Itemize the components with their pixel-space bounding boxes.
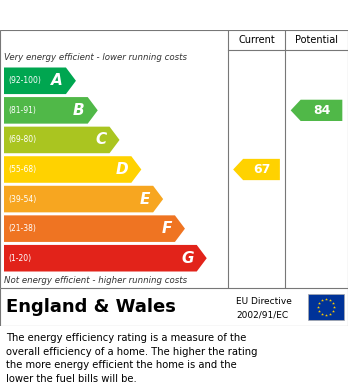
- Text: 2002/91/EC: 2002/91/EC: [236, 311, 288, 320]
- Text: G: G: [181, 251, 194, 266]
- Polygon shape: [4, 68, 76, 94]
- Polygon shape: [4, 186, 163, 212]
- Text: (92-100): (92-100): [8, 76, 41, 85]
- Text: F: F: [161, 221, 172, 236]
- Text: (81-91): (81-91): [8, 106, 36, 115]
- Polygon shape: [4, 156, 141, 183]
- Text: lower the fuel bills will be.: lower the fuel bills will be.: [6, 374, 137, 384]
- Text: Current: Current: [238, 35, 275, 45]
- Text: (55-68): (55-68): [8, 165, 36, 174]
- Text: The energy efficiency rating is a measure of the: The energy efficiency rating is a measur…: [6, 333, 246, 343]
- Text: EU Directive: EU Directive: [236, 297, 292, 306]
- Text: A: A: [51, 73, 63, 88]
- Text: 67: 67: [253, 163, 270, 176]
- Text: Potential: Potential: [295, 35, 338, 45]
- Polygon shape: [4, 97, 98, 124]
- Polygon shape: [4, 215, 185, 242]
- Text: Not energy efficient - higher running costs: Not energy efficient - higher running co…: [4, 276, 187, 285]
- Text: D: D: [116, 162, 128, 177]
- Text: C: C: [95, 133, 106, 147]
- Polygon shape: [4, 127, 120, 153]
- Text: Energy Efficiency Rating: Energy Efficiency Rating: [8, 7, 218, 23]
- Polygon shape: [233, 159, 280, 180]
- Bar: [308, 294, 344, 320]
- Polygon shape: [291, 100, 342, 121]
- Text: B: B: [73, 103, 85, 118]
- Text: (69-80): (69-80): [8, 135, 36, 144]
- Text: E: E: [140, 192, 150, 206]
- Text: the more energy efficient the home is and the: the more energy efficient the home is an…: [6, 360, 237, 370]
- Text: England & Wales: England & Wales: [6, 298, 176, 316]
- Text: (1-20): (1-20): [8, 254, 31, 263]
- Text: overall efficiency of a home. The higher the rating: overall efficiency of a home. The higher…: [6, 347, 258, 357]
- Text: Very energy efficient - lower running costs: Very energy efficient - lower running co…: [4, 54, 187, 63]
- Polygon shape: [4, 245, 207, 271]
- Text: (21-38): (21-38): [8, 224, 36, 233]
- Text: (39-54): (39-54): [8, 195, 36, 204]
- Text: 84: 84: [313, 104, 330, 117]
